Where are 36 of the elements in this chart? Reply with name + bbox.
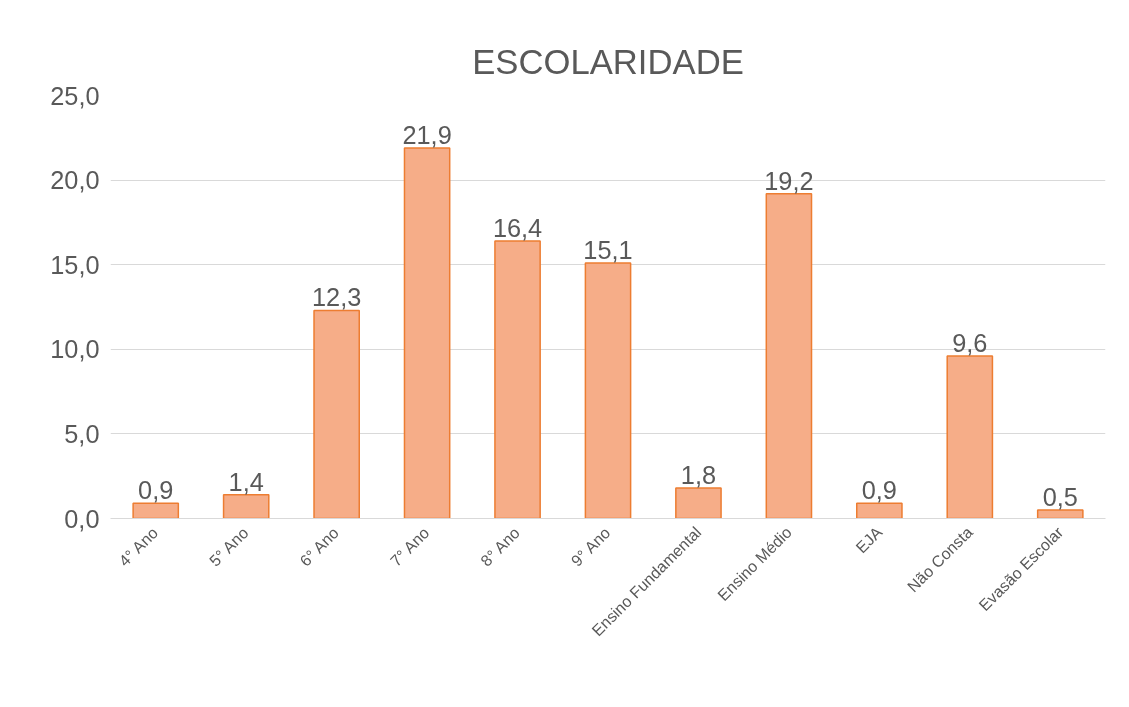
x-tick-label: 6° Ano	[296, 524, 343, 570]
data-label: 12,3	[311, 283, 362, 312]
bar	[584, 262, 632, 519]
data-label: 15,1	[583, 236, 633, 265]
data-label: 0,5	[1042, 483, 1078, 512]
x-tick-label: 8° Ano	[477, 524, 523, 570]
x-tick-label: EJA	[852, 523, 886, 557]
x-tick-label: 5° Ano	[206, 524, 252, 570]
x-tick-label: 7° Ano	[386, 524, 433, 570]
data-label: 19,2	[764, 166, 814, 195]
y-tick-label: 20,0	[50, 166, 100, 195]
bar	[494, 240, 541, 519]
bar	[946, 355, 994, 519]
data-label: 1,4	[228, 467, 264, 496]
bar	[313, 309, 360, 519]
x-tick-label: 9° Ano	[567, 524, 614, 570]
y-tick-label: 0,0	[64, 504, 100, 533]
data-label: 16,4	[492, 214, 543, 243]
bar	[765, 192, 813, 519]
y-tick-label: 25,0	[50, 81, 100, 110]
data-label: 0,9	[138, 476, 174, 505]
chart-title: ESCOLARIDADE	[472, 42, 744, 81]
bar	[222, 494, 270, 519]
bar	[856, 502, 903, 519]
y-tick-label: 10,0	[50, 335, 100, 364]
data-label: 21,9	[402, 120, 452, 149]
bar	[403, 147, 451, 519]
data-label: 9,6	[952, 329, 988, 358]
y-tick-label: 5,0	[64, 419, 100, 448]
data-label: 0,9	[861, 476, 897, 505]
data-label: 1,8	[680, 461, 717, 490]
bar	[1036, 509, 1084, 519]
x-tick-label: 4° Ano	[115, 524, 162, 570]
bar	[675, 487, 722, 519]
bar	[132, 502, 180, 519]
y-tick-label: 15,0	[50, 250, 100, 279]
